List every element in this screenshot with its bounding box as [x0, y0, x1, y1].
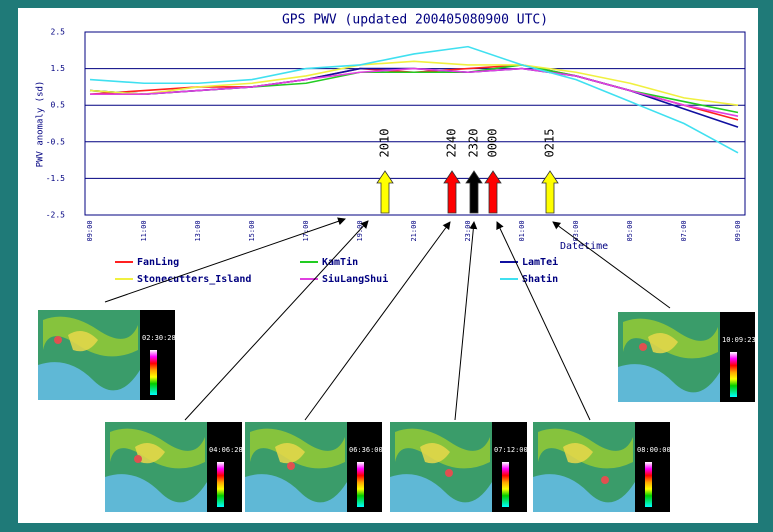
radar-sidebar	[347, 422, 382, 512]
radar-image: 06:36:00	[245, 422, 383, 512]
radar-time: 04:06:28	[209, 446, 243, 454]
radar-image: 08:00:00	[533, 422, 671, 512]
legend-label: FanLing	[137, 256, 179, 268]
radar-sidebar	[207, 422, 242, 512]
radar-time: 08:00:00	[637, 446, 671, 454]
y-tick-label: 0.5	[51, 101, 66, 110]
legend-label: Shatin	[522, 273, 558, 285]
radar-cell	[601, 476, 609, 484]
figure: GPS PWV (updated 200405080900 UTC) PWV a…	[0, 0, 773, 532]
radar-cell	[445, 469, 453, 477]
y-tick-label: -1.5	[46, 174, 65, 183]
page: {"chart_data": {"type": "line", "title":…	[0, 0, 773, 532]
x-tick-label: 05:00	[626, 220, 634, 241]
x-axis-label: Datetime	[560, 241, 608, 252]
x-tick-label: 09:00	[734, 220, 742, 241]
y-tick-label: 2.5	[51, 28, 66, 37]
x-tick-label: 19:00	[356, 220, 364, 241]
event-label: 0000	[486, 129, 500, 158]
radar-cell	[54, 336, 62, 344]
event-label: 0215	[543, 129, 557, 158]
event-label: 2320	[467, 129, 481, 158]
radar-sidebar	[140, 310, 175, 400]
radar-colorbar	[645, 462, 652, 507]
radar-cell	[287, 462, 295, 470]
radar-colorbar	[357, 462, 364, 507]
y-tick-label: -2.5	[46, 211, 65, 220]
radar-sidebar	[492, 422, 527, 512]
legend-label: KamTin	[322, 256, 358, 268]
radar-sidebar	[635, 422, 670, 512]
radar-image: 10:09:23	[618, 312, 756, 402]
radar-cell	[639, 343, 647, 351]
y-tick-label: -0.5	[46, 137, 65, 146]
x-tick-label: 23:00	[464, 220, 472, 241]
radar-colorbar	[502, 462, 509, 507]
radar-colorbar	[150, 350, 157, 395]
x-tick-label: 21:00	[410, 220, 418, 241]
radar-time: 10:09:23	[722, 336, 756, 344]
radar-colorbar	[730, 352, 737, 397]
radar-image: 07:12:00	[390, 422, 528, 512]
x-tick-label: 15:00	[248, 220, 256, 241]
legend-label: Stonecutters_Island	[137, 274, 251, 285]
radar-time: 07:12:00	[494, 446, 528, 454]
radar-image: 02:30:28	[38, 310, 176, 400]
y-axis-label: PWV anomaly (sd)	[36, 81, 46, 168]
x-tick-label: 09:00	[86, 220, 94, 241]
radar-cell	[134, 455, 142, 463]
radar-sidebar	[720, 312, 755, 402]
x-tick-label: 01:00	[518, 220, 526, 241]
legend-label: LamTei	[522, 256, 558, 268]
x-tick-label: 13:00	[194, 220, 202, 241]
event-label: 2240	[445, 129, 459, 158]
y-tick-label: 1.5	[51, 64, 66, 73]
radar-time: 02:30:28	[142, 334, 176, 342]
radar-time: 06:36:00	[349, 446, 383, 454]
event-label: 2010	[378, 129, 392, 158]
x-tick-label: 11:00	[140, 220, 148, 241]
radar-colorbar	[217, 462, 224, 507]
radar-image: 04:06:28	[105, 422, 243, 512]
x-tick-label: 07:00	[680, 220, 688, 241]
chart-title: GPS PWV (updated 200405080900 UTC)	[282, 13, 548, 28]
legend-label: SiuLangShui	[322, 273, 388, 285]
